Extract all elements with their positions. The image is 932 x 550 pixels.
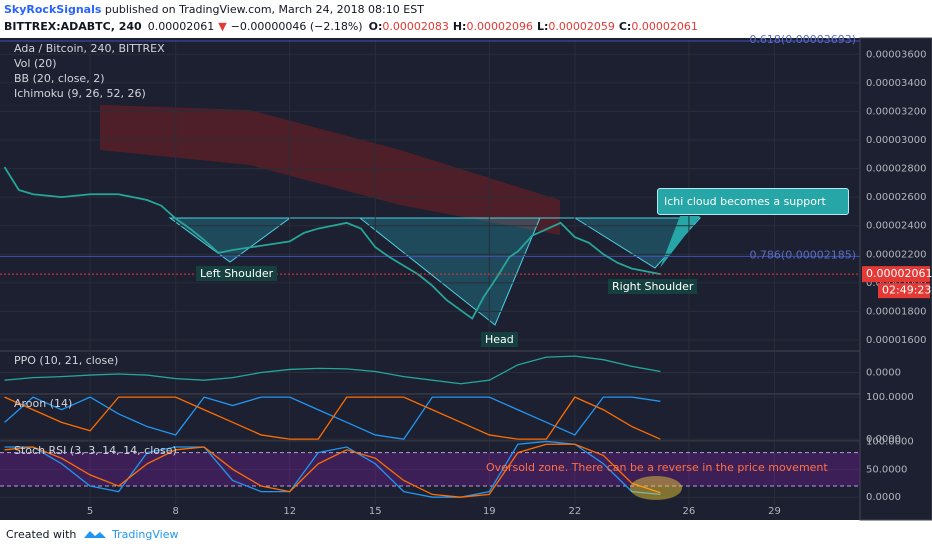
o: 0.00002083 [382, 20, 448, 33]
header-line2: BITTREX:ADABTC, 240 0.00002061 ▼ −0.0000004… [4, 20, 698, 33]
panel-title: Aroon (14) [14, 397, 72, 410]
y-tick-label: 0.0000 [866, 492, 901, 503]
y-tick-label: 100.0000 [866, 436, 914, 447]
y-tick-label: 0.0000 [866, 434, 901, 445]
h-label: H: [453, 20, 467, 33]
annotation: Right Shoulder [608, 279, 698, 294]
y-tick-label: 0.00003400 [866, 78, 926, 89]
oversold-highlight [630, 476, 682, 500]
indicator-label: Vol (20) [14, 57, 57, 70]
y-tick-label: 0.00001800 [866, 306, 926, 317]
h: 0.00002096 [466, 20, 532, 33]
published: published on TradingView.com, March 24, … [101, 3, 424, 16]
header-line1: SkyRockSignals published on TradingView.… [4, 3, 424, 16]
countdown: 02:49:23 [882, 284, 931, 297]
y-tick-label: 0.00002800 [866, 164, 926, 175]
fib-label: 0.786(0.00002185) [749, 248, 856, 261]
y-tick-label: 0.0000 [866, 368, 901, 379]
x-tick-label: 15 [369, 506, 382, 517]
l-label: L: [537, 20, 548, 33]
y-tick-label: 0.00002400 [866, 221, 926, 232]
annotation: Oversold zone. There can be a reverse in… [486, 461, 828, 474]
y-tick-label: 0.00003600 [866, 49, 926, 60]
c: 0.00002061 [631, 20, 697, 33]
panel-title: Stoch RSI (3, 3, 14, 14, close) [14, 444, 177, 457]
y-tick-label: 0.00002200 [866, 249, 926, 260]
annotation: Head [481, 332, 518, 347]
l: 0.00002059 [548, 20, 614, 33]
y-tick-label: 50.0000 [866, 464, 907, 475]
ichimoku-cloud [100, 105, 560, 235]
brand[interactable]: TradingView [111, 528, 178, 541]
fib-label: 0.618(0.00003693) [749, 33, 856, 46]
last: 0.00002061 [148, 20, 214, 33]
created: Created with [6, 528, 76, 541]
plot-bg [0, 38, 932, 520]
y-tick-label: 0.00003200 [866, 106, 926, 117]
y-tick-label: 0.00002600 [866, 192, 926, 203]
y-tick-label: 100.0000 [866, 392, 914, 403]
annotation: Left Shoulder [196, 266, 278, 281]
o-label: O: [369, 20, 383, 33]
x-tick-label: 5 [87, 506, 93, 517]
countdown-box [878, 283, 930, 299]
y-tick-label: 0.00003000 [866, 135, 926, 146]
footer-bg [0, 520, 932, 550]
symbol: BITTREX:ADABTC, 240 [4, 20, 142, 33]
pattern-drawing [168, 217, 702, 326]
series-line [4, 355, 661, 385]
c-label: C: [619, 20, 631, 33]
panel-title: Ada / Bitcoin, 240, BITTREX [14, 42, 165, 55]
last-price-label: 0.00002061 [866, 267, 932, 280]
series-line [4, 440, 661, 498]
last-price-box [862, 266, 930, 283]
indicator-label: BB (20, close, 2) [14, 72, 105, 85]
x-tick-label: 29 [768, 506, 781, 517]
series-line [4, 396, 661, 440]
x-tick-label: 26 [683, 506, 696, 517]
y-tick-label: 0.00001600 [866, 335, 926, 346]
x-tick-label: 19 [483, 506, 496, 517]
tv-logo [84, 531, 106, 538]
x-tick-label: 22 [568, 506, 581, 517]
annotation: Ichi cloud becomes a support [657, 188, 849, 215]
author[interactable]: SkyRockSignals [4, 3, 102, 16]
panel-title: PPO (10, 21, close) [14, 354, 118, 367]
series-line [3, 166, 661, 320]
series-line [4, 396, 661, 440]
x-tick-label: 8 [172, 506, 178, 517]
indicator-label: Ichimoku (9, 26, 52, 26) [14, 87, 146, 100]
series-line [4, 443, 661, 498]
x-tick-label: 12 [283, 506, 296, 517]
header-bg [0, 0, 932, 38]
change: −0.00000046 (−2.18%) [231, 20, 363, 33]
arrow: ▼ [218, 20, 227, 33]
